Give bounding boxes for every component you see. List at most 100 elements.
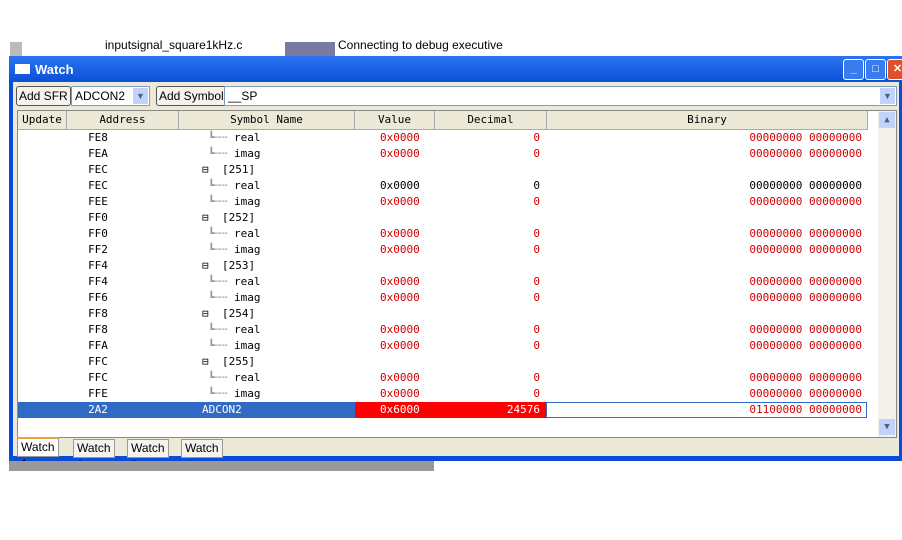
watch-table: Update Address Symbol Name Value Decimal… (17, 110, 897, 438)
decimal-cell: 0 (533, 387, 540, 400)
symbol-input[interactable]: __SP (228, 89, 258, 103)
watch-window: Watch _ □ ✕ Add SFR ADCON2 ▼ Add Symbol _… (9, 56, 902, 472)
binary-cell: 00000000 00000000 (749, 227, 862, 240)
table-row[interactable]: ┗╌╌ FF4 real 0x0000 0 00000000 00000000 (18, 274, 868, 290)
collapse-icon[interactable]: ⊟ (202, 163, 209, 176)
tree-line: ┗╌╌ (208, 227, 228, 240)
decimal-cell: 0 (533, 243, 540, 256)
col-binary[interactable]: Binary (547, 111, 868, 130)
value-cell: 0x0000 (380, 179, 420, 192)
col-update[interactable]: Update (18, 111, 67, 130)
scroll-down-icon[interactable]: ▼ (879, 419, 895, 435)
tree-line: ┗╌╌ (208, 291, 228, 304)
chevron-down-icon[interactable]: ▼ (880, 88, 895, 104)
tree-line: ┗╌╌ (208, 371, 228, 384)
minimize-button[interactable]: _ (843, 59, 864, 80)
table-row[interactable]: ┗╌╌ FE8 real 0x0000 0 00000000 00000000 (18, 130, 868, 146)
symbol-cell: real (234, 179, 261, 192)
table-row[interactable]: ⊟ FEC [251] (18, 162, 868, 178)
add-sfr-button[interactable]: Add SFR (16, 86, 71, 106)
tab-watch-1[interactable]: Watch 1 (17, 437, 59, 471)
chevron-down-icon[interactable]: ▼ (133, 88, 148, 104)
table-row[interactable]: 2A2 ADCON2 0x6000 24576 01100000 00000000 (18, 402, 868, 418)
value-cell: 0x0000 (380, 131, 420, 144)
address-cell: FEE (88, 195, 108, 208)
title-bar[interactable]: Watch _ □ ✕ (9, 56, 902, 82)
tree-line: ┗╌╌ (208, 339, 228, 352)
binary-cell: 00000000 00000000 (749, 147, 862, 160)
close-button[interactable]: ✕ (887, 59, 902, 80)
address-cell: FF8 (88, 307, 108, 320)
table-row[interactable]: ┗╌╌ FEA imag 0x0000 0 00000000 00000000 (18, 146, 868, 162)
table-row[interactable]: ┗╌╌ FEE imag 0x0000 0 00000000 00000000 (18, 194, 868, 210)
address-cell: FFE (88, 387, 108, 400)
symbol-cell: [252] (222, 211, 256, 224)
col-symbol[interactable]: Symbol Name (179, 111, 355, 130)
table-row[interactable]: ┗╌╌ FF8 real 0x0000 0 00000000 00000000 (18, 322, 868, 338)
decimal-cell: 0 (533, 323, 540, 336)
tree-line: ┗╌╌ (208, 275, 228, 288)
value-cell: 0x0000 (380, 195, 420, 208)
address-cell: FEC (88, 179, 108, 192)
tab-watch-2[interactable]: Watch 2 (73, 439, 115, 472)
table-row[interactable]: ┗╌╌ FF2 imag 0x0000 0 00000000 00000000 (18, 242, 868, 258)
address-cell: FEA (88, 147, 108, 160)
collapse-icon[interactable]: ⊟ (202, 211, 209, 224)
sfr-select[interactable]: ADCON2 ▼ (71, 86, 150, 106)
table-row[interactable]: ┗╌╌ FF6 imag 0x0000 0 00000000 00000000 (18, 290, 868, 306)
binary-cell: 00000000 00000000 (749, 131, 862, 144)
vertical-scrollbar[interactable]: ▲ ▼ (878, 111, 896, 437)
add-symbol-button[interactable]: Add Symbol (156, 86, 227, 106)
decimal-cell: 0 (533, 227, 540, 240)
tree-line: ┗╌╌ (208, 131, 228, 144)
scroll-up-icon[interactable]: ▲ (879, 112, 895, 128)
table-row[interactable]: ⊟ FFC [255] (18, 354, 868, 370)
address-cell: FFC (88, 371, 108, 384)
collapse-icon[interactable]: ⊟ (202, 355, 209, 368)
table-row[interactable]: ⊟ FF0 [252] (18, 210, 868, 226)
selection-highlight (18, 402, 355, 418)
address-cell: FF6 (88, 291, 108, 304)
symbol-select[interactable]: __SP ▼ (224, 86, 897, 106)
symbol-cell: real (234, 323, 261, 336)
decimal-cell: 0 (533, 275, 540, 288)
col-value[interactable]: Value (355, 111, 435, 130)
address-cell: FF0 (88, 211, 108, 224)
address-cell: FE8 (88, 131, 108, 144)
tab-watch-3[interactable]: Watch 3 (127, 439, 169, 472)
table-row[interactable]: ⊟ FF8 [254] (18, 306, 868, 322)
decimal-cell: 24576 (506, 403, 540, 416)
table-row[interactable]: ┗╌╌ FFA imag 0x0000 0 00000000 00000000 (18, 338, 868, 354)
address-cell: FEC (88, 163, 108, 176)
focus-box (546, 402, 867, 418)
symbol-cell: imag (234, 243, 261, 256)
binary-cell: 00000000 00000000 (749, 275, 862, 288)
collapse-icon[interactable]: ⊟ (202, 259, 209, 272)
address-cell: FF8 (88, 323, 108, 336)
binary-cell: 00000000 00000000 (749, 195, 862, 208)
address-cell: FF4 (88, 259, 108, 272)
decimal-cell: 0 (533, 147, 540, 160)
address-cell: FFA (88, 339, 108, 352)
symbol-cell: imag (234, 291, 261, 304)
table-row[interactable]: ┗╌╌ FFC real 0x0000 0 00000000 00000000 (18, 370, 868, 386)
value-cell: 0x0000 (380, 339, 420, 352)
binary-cell: 00000000 00000000 (749, 371, 862, 384)
table-row[interactable]: ┗╌╌ FF0 real 0x0000 0 00000000 00000000 (18, 226, 868, 242)
changed-value-highlight (355, 402, 546, 418)
table-row[interactable]: ┗╌╌ FFE imag 0x0000 0 00000000 00000000 (18, 386, 868, 402)
table-row[interactable]: ⊟ FF4 [253] (18, 258, 868, 274)
col-decimal[interactable]: Decimal (435, 111, 547, 130)
symbol-cell: imag (234, 339, 261, 352)
tree-line: ┗╌╌ (208, 195, 228, 208)
background-strip (9, 461, 434, 471)
window-icon (15, 64, 30, 74)
tab-watch-4[interactable]: Watch 4 (181, 439, 223, 472)
table-row[interactable]: ┗╌╌ FEC real 0x0000 0 00000000 00000000 (18, 178, 868, 194)
col-address[interactable]: Address (67, 111, 179, 130)
collapse-icon[interactable]: ⊟ (202, 307, 209, 320)
maximize-button[interactable]: □ (865, 59, 886, 80)
value-cell: 0x0000 (380, 243, 420, 256)
value-cell: 0x0000 (380, 387, 420, 400)
binary-cell: 00000000 00000000 (749, 323, 862, 336)
